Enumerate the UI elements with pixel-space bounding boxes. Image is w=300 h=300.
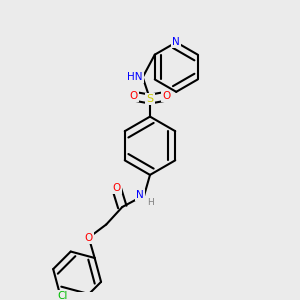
Text: O: O: [162, 91, 170, 101]
Text: O: O: [112, 183, 121, 193]
Text: O: O: [85, 232, 93, 243]
Text: Cl: Cl: [57, 291, 68, 300]
Text: O: O: [130, 91, 138, 101]
Text: HN: HN: [127, 72, 143, 82]
Text: S: S: [146, 94, 154, 104]
Text: H: H: [147, 198, 154, 207]
Text: N: N: [136, 190, 144, 200]
Text: N: N: [172, 37, 180, 47]
